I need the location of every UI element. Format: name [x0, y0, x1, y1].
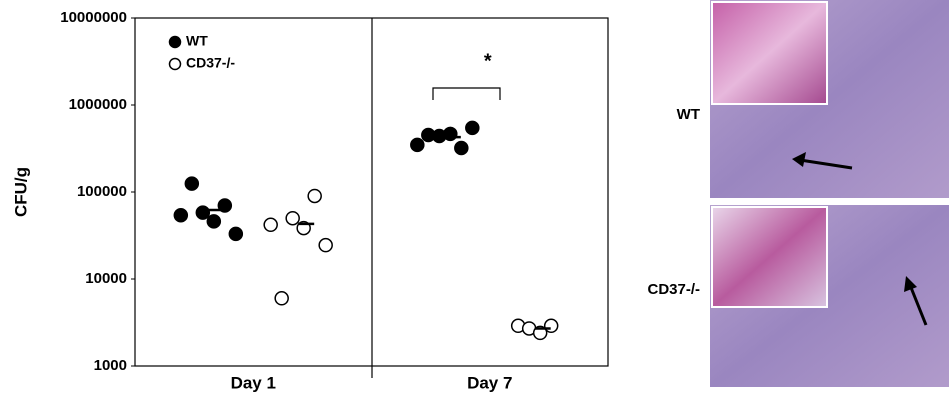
data-point — [195, 205, 211, 220]
data-point — [465, 120, 480, 136]
micrograph-label: WT — [677, 106, 700, 123]
annotation: * — [484, 50, 492, 72]
significance-bracket — [432, 87, 501, 100]
micrograph-label: CD37-/- — [647, 281, 700, 298]
y-tick-label: 100000 — [77, 183, 127, 200]
arrow-head — [792, 152, 806, 167]
x-tick-label: Day 7 — [467, 373, 512, 392]
data-point — [206, 214, 222, 229]
data-point — [543, 318, 559, 334]
arrow-head — [904, 276, 917, 292]
data-point — [307, 188, 322, 204]
y-axis-label: CFU/g — [11, 167, 30, 217]
data-point — [274, 291, 289, 306]
micrograph-inset — [711, 206, 828, 308]
data-point — [263, 217, 278, 233]
data-point — [454, 140, 469, 156]
y-tick-label: 1000 — [94, 357, 127, 374]
y-tick-label: 10000000 — [60, 9, 127, 26]
data-point — [410, 137, 425, 153]
arrow — [799, 158, 853, 170]
arrow — [908, 284, 928, 326]
legend-label: WT — [186, 33, 208, 49]
legend-label: CD37-/- — [186, 55, 235, 71]
data-point — [285, 210, 300, 226]
y-tick-label: 10000 — [85, 270, 127, 287]
x-tick-label: Day 1 — [231, 373, 276, 392]
legend-marker — [168, 35, 182, 49]
data-point — [318, 237, 333, 253]
data-point — [443, 126, 458, 142]
micrographs: WT CD37-/- — [647, 0, 949, 387]
data-point — [217, 198, 233, 213]
micrograph-inset — [711, 1, 828, 105]
data-point — [228, 226, 244, 242]
data-point — [184, 176, 200, 191]
y-tick-label: 1000000 — [69, 96, 127, 113]
data-point — [173, 208, 189, 223]
legend-marker — [168, 57, 182, 71]
